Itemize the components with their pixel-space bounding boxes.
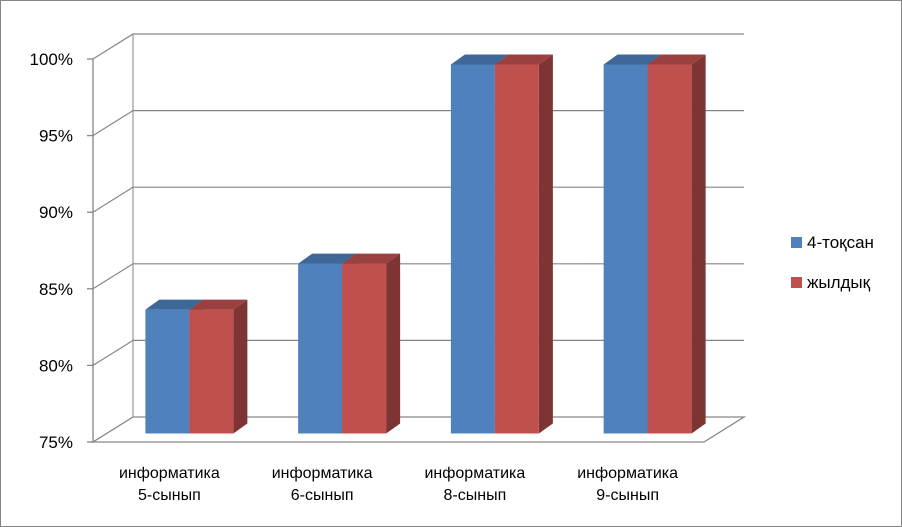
bar-side-series2 [386,253,401,434]
y-tick-label: 95% [39,127,73,146]
bar-series1 [298,263,343,434]
bar-side-series2 [233,299,248,434]
bar-top-series1 [298,253,357,264]
legend-swatch [791,237,802,248]
x-category-label: информатика 5-сынып [119,465,220,504]
x-category-label-line: информатика [424,465,525,482]
x-category-label-line: 8-сынып [444,487,507,504]
legend-label: 4-тоқсан [807,233,874,252]
x-category-label-line: 6-сынып [291,487,354,504]
bar-top-series2 [189,299,248,310]
x-category-label: информатика 8-сынып [424,465,525,504]
bar-series2 [494,64,539,434]
bar-side-series2 [691,54,706,434]
bar-top-series1 [603,54,662,65]
legend-swatch [791,277,802,288]
bar-series2 [647,64,692,434]
legend-label: жылдық [807,273,871,292]
bar-series2 [189,309,234,434]
x-category-label: информатика 6-сынып [272,465,373,504]
bar-top-series2 [647,54,706,65]
x-category-label-line: информатика [119,465,220,482]
bar-top-series2 [494,54,553,65]
x-category-label-line: 5-сынып [138,487,201,504]
bar-series1 [603,64,648,434]
floor [90,416,747,443]
y-tick-label: 100% [30,50,73,69]
bar-series1 [145,309,190,434]
chart-walls [90,34,747,443]
gridline [92,33,744,60]
bars [145,54,706,434]
bar-series1 [450,64,495,434]
y-axis: 75% 80% 85% 90% 95% 100% [30,50,93,452]
y-tick-label: 80% [39,356,73,375]
x-category-label-line: 9-сынып [596,487,659,504]
legend: 4-тоқсан жылдық [791,233,874,292]
y-tick-label: 90% [39,203,73,222]
y-tick-label: 75% [39,433,73,452]
y-tick-label: 85% [39,280,73,299]
bar-top-series1 [450,54,509,65]
bar-top-series1 [145,299,204,310]
x-category-label: информатика 9-сынып [577,465,678,504]
bar-top-series2 [342,253,401,264]
x-category-label-line: информатика [272,465,373,482]
bar-series2 [342,263,387,434]
bar-side-series2 [538,54,553,434]
x-category-label-line: информатика [577,465,678,482]
